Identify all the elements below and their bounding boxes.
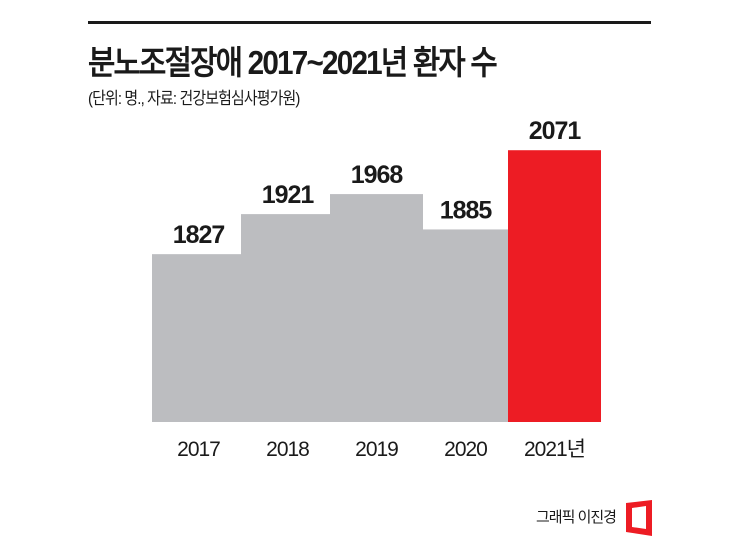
x-tick-label: 2017 [177,438,220,461]
value-label: 2071 [529,117,582,145]
bar-2021년 [508,150,601,422]
x-tick-label: 2019 [355,438,398,461]
value-label: 1921 [262,181,315,209]
bar-2017 [152,254,245,422]
bar-2019 [330,194,423,422]
x-tick-label: 2021년 [524,438,585,461]
value-label: 1968 [351,161,404,189]
x-tick-label: 2020 [444,438,487,461]
chart-title: 분노조절장애 2017~2021년 환자 수 [88,44,498,81]
x-tick-label: 2018 [266,438,309,461]
value-label: 1827 [173,221,225,249]
bar-2020 [419,229,512,422]
chart-subtitle: (단위: 명., 자료: 건강보험심사평가원) [88,89,300,108]
value-label: 1885 [440,196,493,224]
bar-2018 [241,214,334,422]
top-rule [88,21,651,24]
graphic-credit: 그래픽 이진경 [536,509,617,526]
